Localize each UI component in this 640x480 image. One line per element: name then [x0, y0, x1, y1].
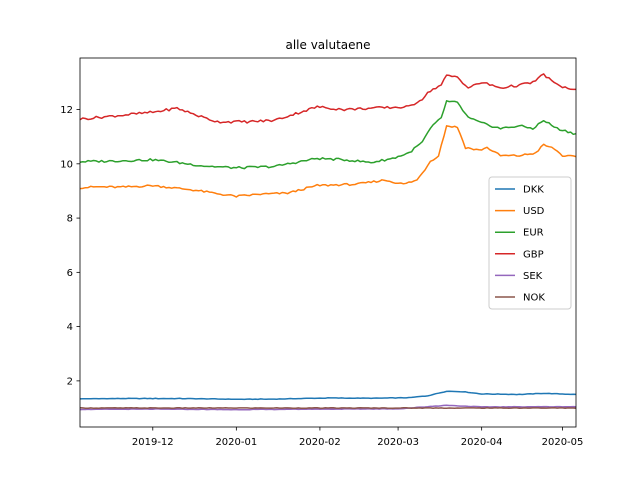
series-line-usd	[79, 125, 577, 198]
legend-box	[488, 176, 572, 310]
x-tick-label: 2020-05	[542, 437, 584, 448]
series-layer	[79, 73, 577, 411]
y-axis: 2 4 6 8 10 12	[60, 105, 80, 387]
legend: DKK USD EUR GBP SEK NOK	[488, 176, 572, 310]
y-tick-label: 8	[67, 214, 73, 225]
series-line-gbp	[79, 73, 576, 124]
legend-label-nok: NOK	[523, 293, 545, 304]
y-tick-label: 6	[67, 268, 73, 279]
legend-label-sek: SEK	[523, 271, 543, 282]
chart-title: alle valutaene	[285, 38, 370, 52]
legend-label-usd: USD	[523, 206, 545, 217]
legend-label-dkk: DKK	[523, 185, 544, 196]
x-tick-label: 2020-01	[215, 437, 257, 448]
y-tick-label: 2	[67, 376, 73, 387]
x-tick-label: 2020-02	[299, 437, 341, 448]
x-tick-label: 2019-12	[132, 437, 174, 448]
x-tick-label: 2020-04	[461, 437, 503, 448]
y-tick-label: 12	[60, 105, 73, 116]
series-line-eur	[79, 100, 577, 170]
x-tick-label: 2020-03	[377, 437, 419, 448]
y-tick-label: 10	[60, 159, 73, 170]
y-tick-label: 4	[67, 322, 73, 333]
legend-label-gbp: GBP	[523, 249, 544, 260]
x-axis: 2019-12 2020-01 2020-02 2020-03 2020-04 2020-…	[132, 427, 584, 448]
series-line-dkk	[79, 390, 577, 401]
legend-label-eur: EUR	[523, 228, 544, 239]
plot-frame	[79, 57, 577, 428]
series-line-sek	[79, 404, 577, 411]
